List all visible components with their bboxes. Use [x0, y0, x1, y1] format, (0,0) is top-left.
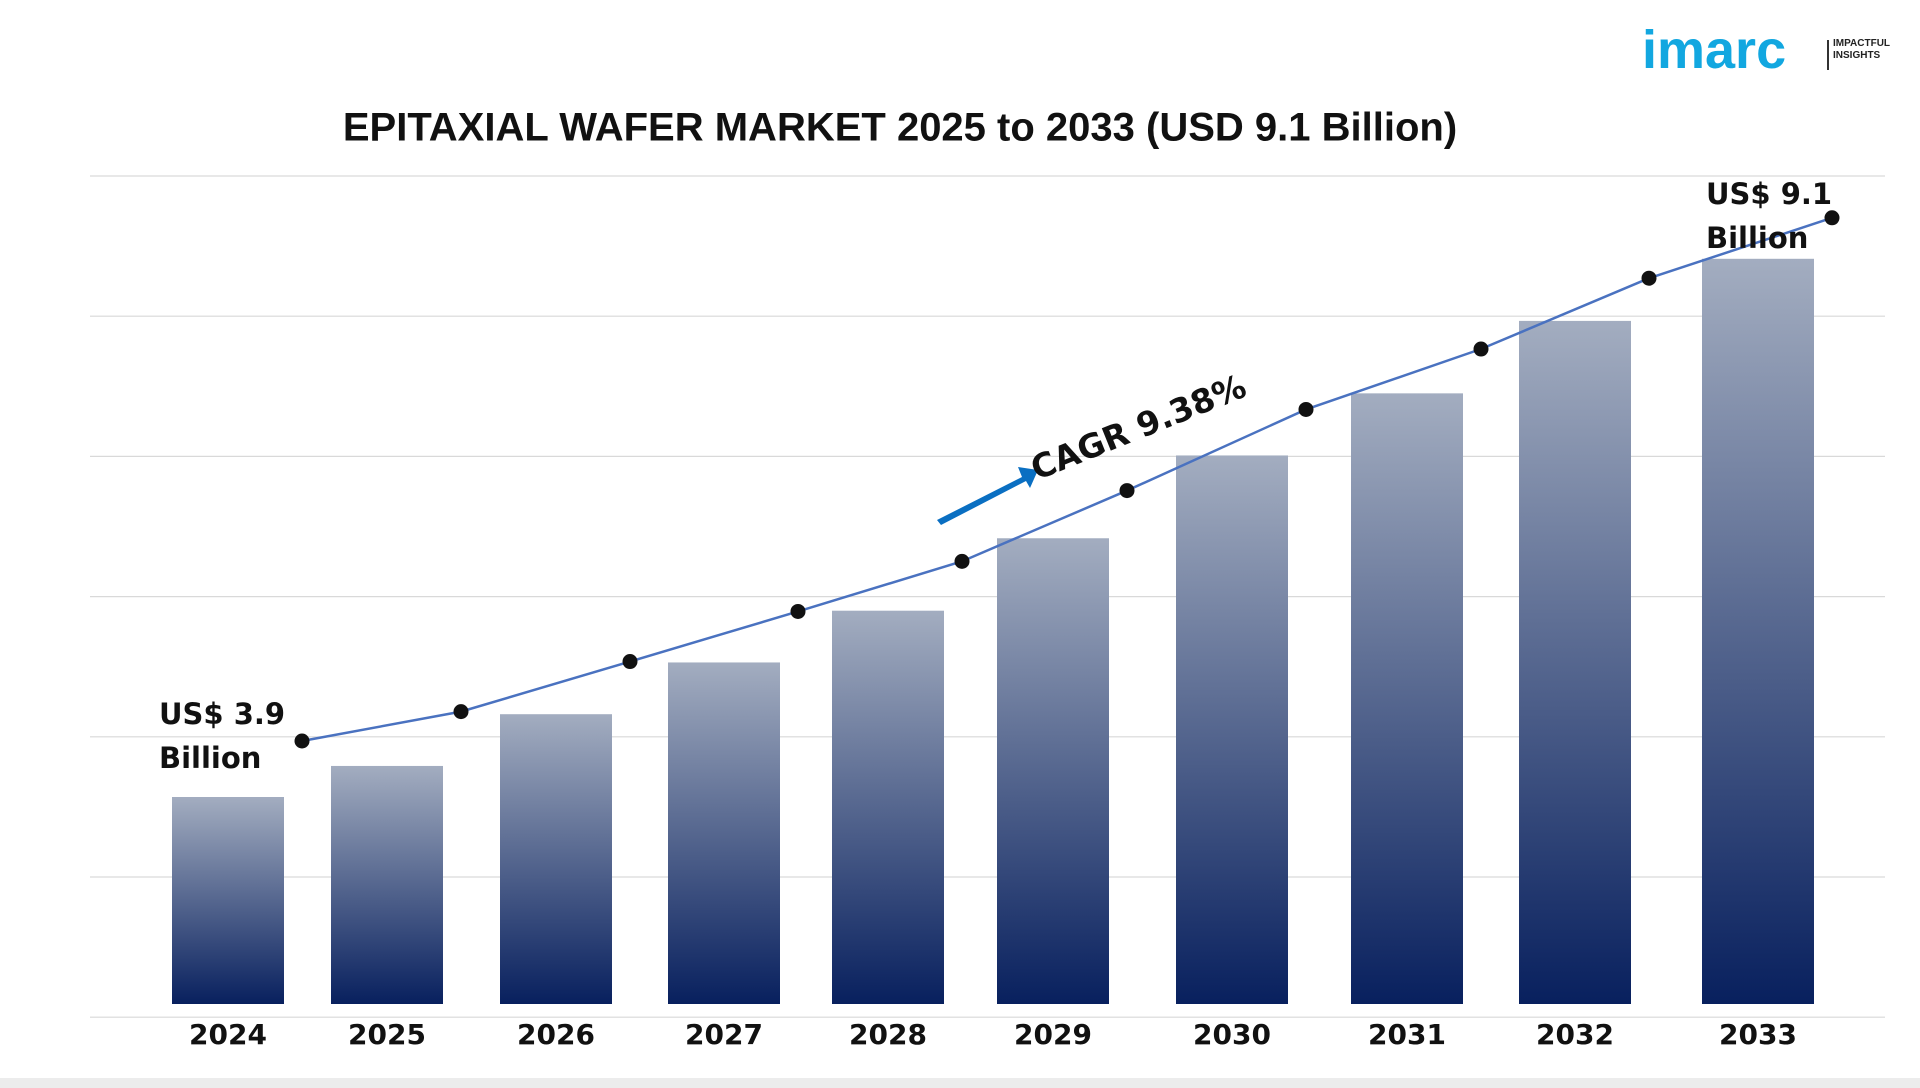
logo-tagline: IMPACTFUL INSIGHTS — [1833, 38, 1890, 61]
bar — [500, 714, 612, 1004]
trend-dot — [453, 704, 469, 720]
x-tick-label: 2031 — [1368, 1018, 1446, 1051]
logo-tagline-box: IMPACTFUL INSIGHTS — [1833, 38, 1890, 61]
bar — [997, 538, 1109, 1004]
trend-dot — [294, 733, 310, 749]
x-tick-label: 2027 — [685, 1018, 763, 1051]
bars — [172, 258, 1814, 1005]
bar — [1702, 258, 1814, 1004]
trend-dot — [790, 603, 806, 619]
trend-dot — [1473, 341, 1489, 357]
footer-strip — [0, 1078, 1920, 1088]
bar — [1176, 455, 1288, 1004]
start-label: US$ 3.9 Billion — [159, 697, 286, 775]
trend-dot — [622, 654, 638, 670]
x-tick-label: 2029 — [1014, 1018, 1092, 1051]
bar — [331, 765, 443, 1004]
x-tick-label: 2033 — [1719, 1018, 1797, 1051]
bar — [832, 610, 944, 1004]
trend-dot — [954, 553, 970, 569]
chart-title: EPITAXIAL WAFER MARKET 2025 to 2033 (USD… — [343, 106, 1457, 150]
x-tick-label: 2025 — [348, 1018, 426, 1051]
trend-dot — [1298, 401, 1314, 417]
bar — [1351, 393, 1463, 1005]
logo: imarc IMPACTFUL INSIGHTS — [1642, 20, 1890, 80]
x-tick-label: 2026 — [517, 1018, 595, 1051]
bar — [668, 662, 780, 1004]
trend-line — [301, 216, 1833, 743]
trend-dot — [1824, 210, 1840, 226]
x-tick-label: 2030 — [1193, 1018, 1271, 1051]
trend-dot — [1641, 270, 1657, 286]
bar — [172, 797, 284, 1004]
cagr-arrow — [937, 467, 1038, 525]
end-label: US$ 9.1 Billion — [1706, 177, 1833, 255]
x-tick-label: 2032 — [1536, 1018, 1614, 1051]
x-tick-label: 2028 — [849, 1018, 927, 1051]
trend-dot — [1119, 483, 1135, 499]
x-tick-label: 2024 — [189, 1018, 267, 1051]
bar — [1519, 320, 1631, 1004]
logo-name: imarc — [1642, 20, 1786, 80]
trend — [294, 210, 1840, 749]
